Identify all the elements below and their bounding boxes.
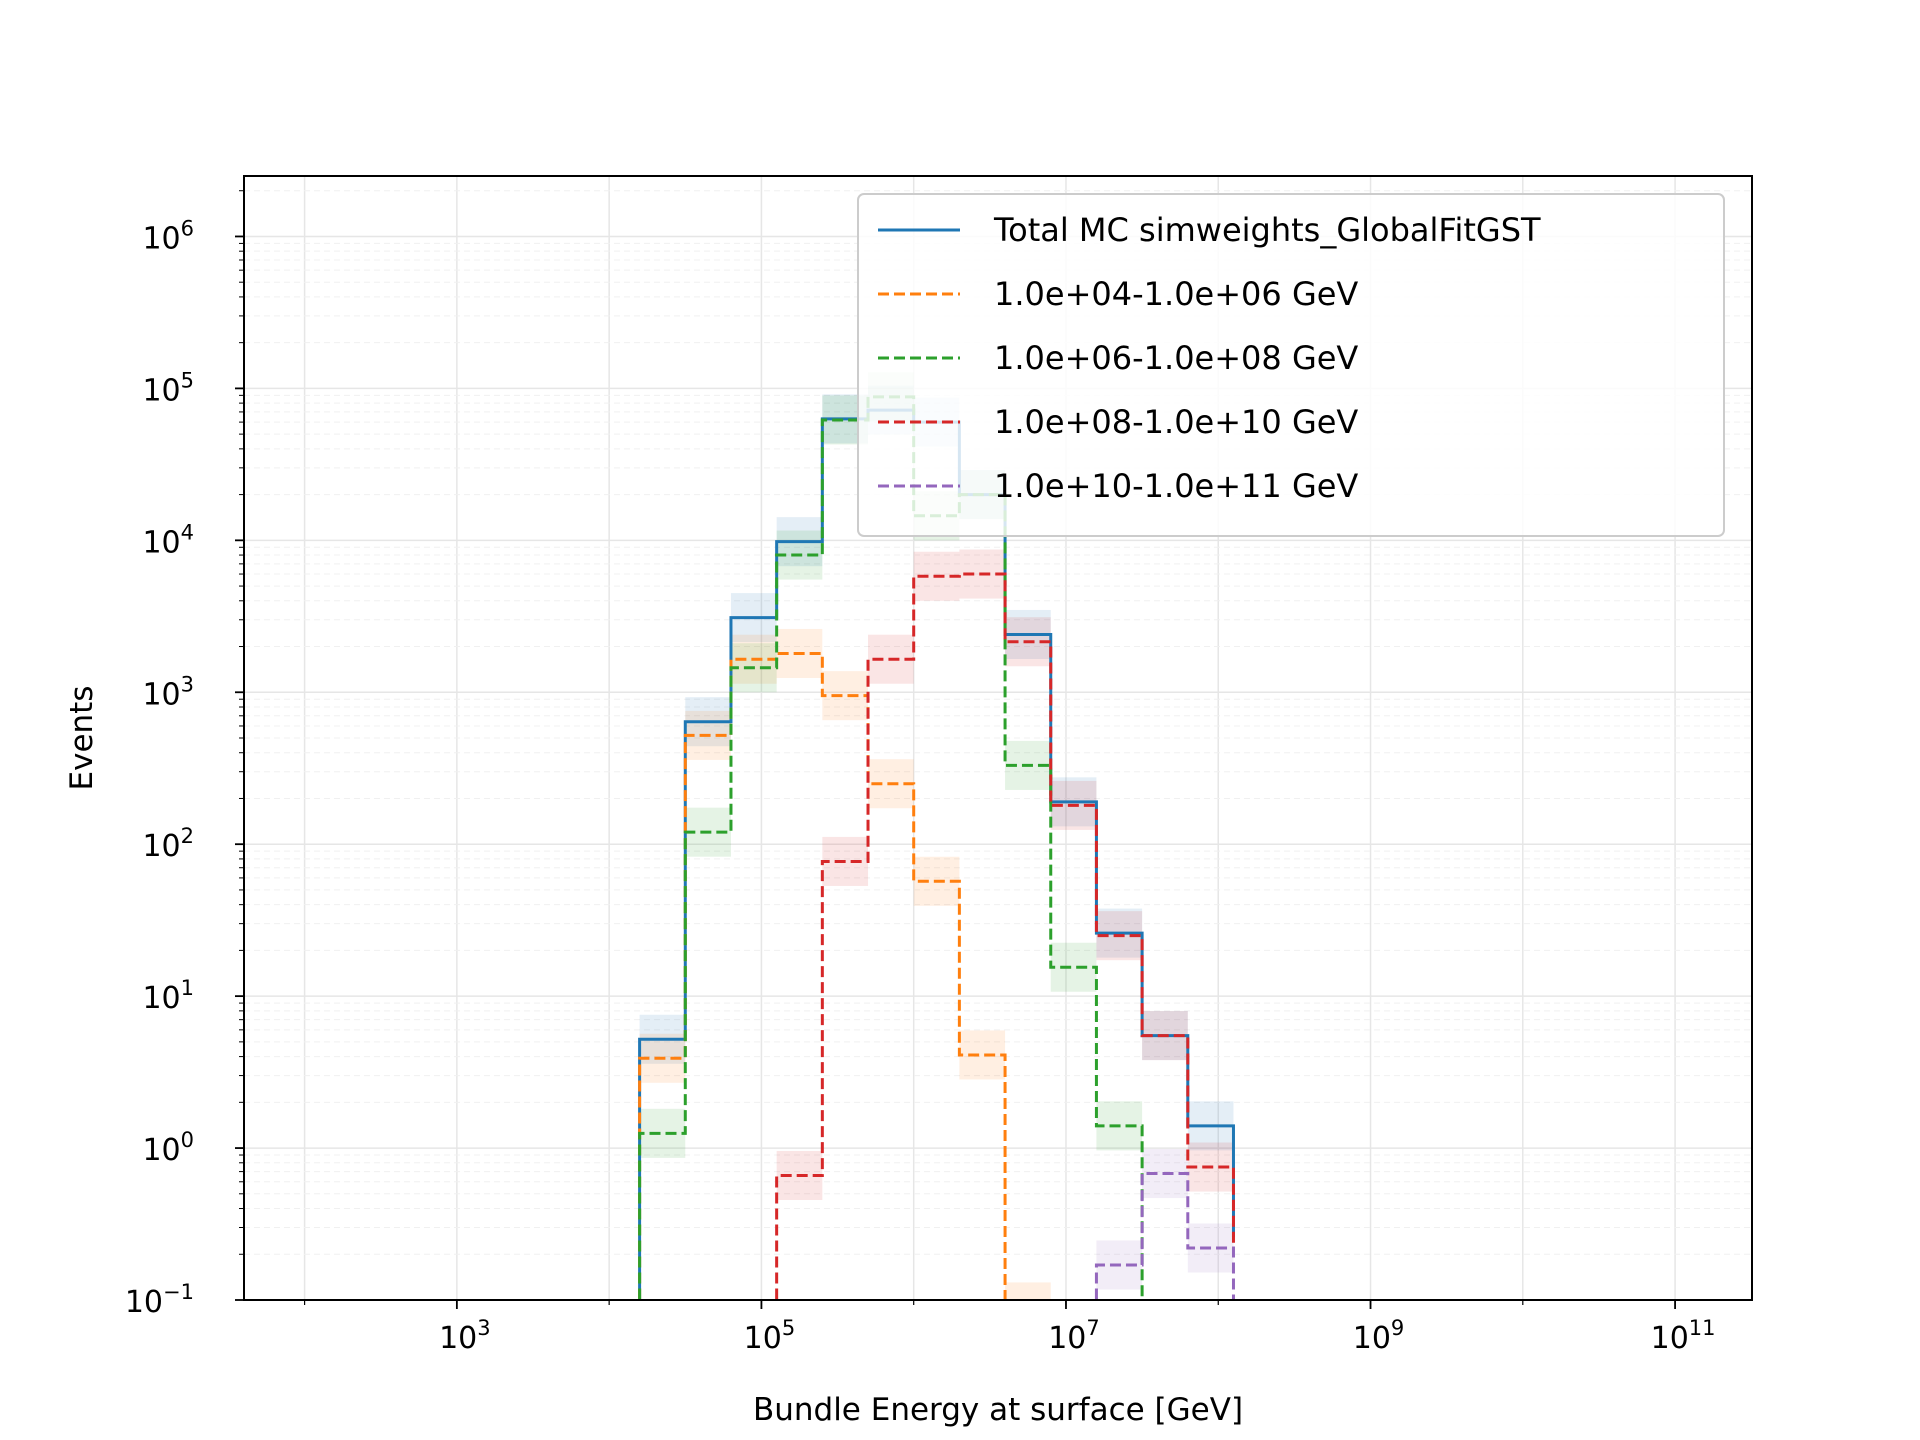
x-tick-label: 109 (1353, 1316, 1405, 1356)
y-tick-label: 100 (142, 1128, 194, 1168)
uncertainty-band (1005, 1282, 1051, 1300)
uncertainty-band (1050, 942, 1097, 992)
y-tick-label: 102 (142, 824, 194, 864)
y-tick-label: 104 (142, 520, 194, 560)
y-tick-label: 10−1 (125, 1280, 194, 1320)
x-tick-label: 107 (1048, 1316, 1100, 1356)
x-axis: 103 105 107 109 1011 (303, 1300, 1716, 1356)
legend-box (857, 193, 1725, 537)
uncertainty-band (959, 1030, 1006, 1080)
x-tick-label: 1011 (1651, 1316, 1716, 1356)
y-tick-label: 105 (142, 368, 194, 408)
y-axis-title: Events (64, 686, 100, 791)
legend-label: 1.0e+10-1.0e+11 GeV (994, 467, 1358, 505)
series-line-3 (775, 572, 1235, 1300)
y-tick-label: 101 (142, 976, 194, 1016)
y-tick-label: 103 (142, 672, 194, 712)
legend-label: 1.0e+04-1.0e+06 GeV (994, 275, 1358, 313)
series-line-4 (1094, 1172, 1235, 1300)
series-line-1 (638, 651, 1007, 1300)
legend-label: Total MC simweights_GlobalFitGST (993, 211, 1541, 249)
legend-label: 1.0e+06-1.0e+08 GeV (994, 339, 1358, 377)
y-tick-label: 106 (142, 216, 194, 256)
uncertainty-band (822, 671, 869, 721)
legend: Total MC simweights_GlobalFitGST 1.0e+04-… (857, 193, 1725, 537)
legend-label: 1.0e+08-1.0e+10 GeV (994, 403, 1358, 441)
x-tick-label: 103 (439, 1316, 491, 1356)
x-axis-title: Bundle Energy at surface [GeV] (753, 1392, 1243, 1428)
uncertainty-band (639, 1108, 686, 1158)
x-tick-label: 105 (744, 1316, 796, 1356)
y-axis: 10−1 100 101 102 103 104 105 106 (125, 190, 244, 1320)
